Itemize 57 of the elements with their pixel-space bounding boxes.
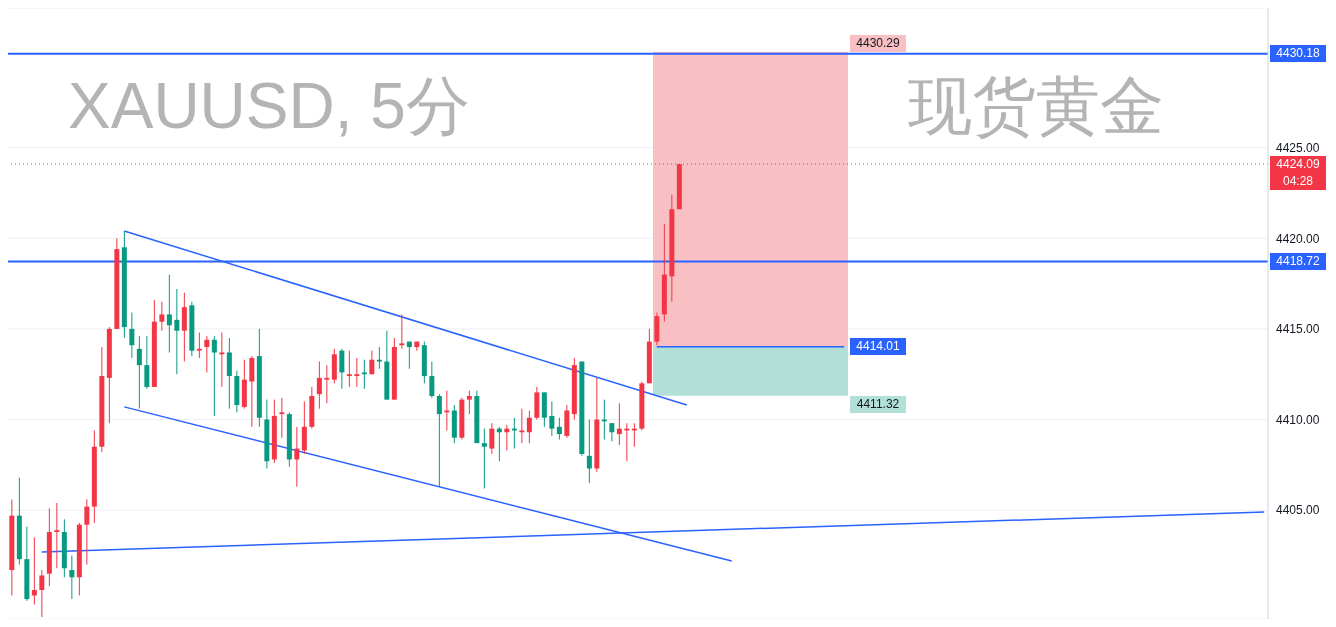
candlestick: [144, 335, 150, 390]
candlestick: [429, 361, 435, 399]
y-tick-label: 4415.00: [1276, 322, 1320, 337]
text: XAUUSD, 5分: [68, 70, 470, 142]
candlestick: [489, 422, 495, 455]
candlestick: [466, 390, 472, 415]
candlestick: [136, 335, 142, 410]
text: 现货黄金: [908, 70, 1164, 142]
candlestick: [174, 288, 180, 375]
candlestick: [616, 402, 622, 446]
ref-line-label: 4418.72: [1270, 252, 1326, 270]
candlestick: [301, 400, 307, 455]
candlestick: [226, 337, 232, 410]
candlestick: [219, 332, 225, 388]
candlestick: [249, 355, 255, 428]
candlestick: [54, 502, 60, 569]
candlestick: [444, 390, 450, 431]
y-tick-label: 4425.00: [1276, 140, 1320, 155]
candlestick: [346, 350, 352, 388]
candlestick: [399, 313, 405, 350]
candlestick: [166, 274, 172, 353]
candlestick: [526, 410, 532, 444]
text: 04:28: [1282, 172, 1314, 190]
candlestick: [159, 301, 165, 332]
band-label: 4411.32: [850, 395, 906, 413]
ref-line-label: 4430.18: [1270, 45, 1326, 63]
y-tick-label: 4420.00: [1276, 231, 1320, 246]
candlestick: [609, 422, 615, 442]
candlestick: [556, 417, 562, 441]
candlestick: [129, 312, 135, 359]
candlestick: [196, 332, 202, 359]
candlestick: [481, 428, 487, 489]
candlestick: [211, 335, 217, 417]
candlestick: [436, 393, 442, 488]
candlestick: [354, 357, 360, 388]
ref-line-label: 4414.01: [850, 338, 906, 356]
candlestick: [294, 426, 300, 488]
candlestick: [324, 364, 330, 404]
candlestick: [406, 341, 412, 370]
candlestick: [69, 555, 75, 600]
candlestick: [279, 397, 285, 439]
candlestick: [84, 498, 90, 566]
candlestick: [316, 361, 322, 410]
candlestick: [181, 292, 187, 363]
candlestick: [519, 408, 525, 444]
candlestick: [31, 536, 37, 605]
band-label: 4430.29: [850, 34, 906, 52]
y-tick-label: 4405.00: [1276, 503, 1320, 518]
candlestick: [376, 346, 382, 370]
candlestick: [361, 359, 367, 390]
ref-line-label: 4424.09: [1275, 155, 1321, 173]
candlestick: [39, 569, 45, 618]
candlestick: [549, 400, 555, 437]
candlestick: [204, 335, 210, 373]
candlestick: [586, 419, 592, 484]
y-tick-label: 4410.00: [1276, 412, 1320, 427]
candlestick: [339, 348, 345, 390]
